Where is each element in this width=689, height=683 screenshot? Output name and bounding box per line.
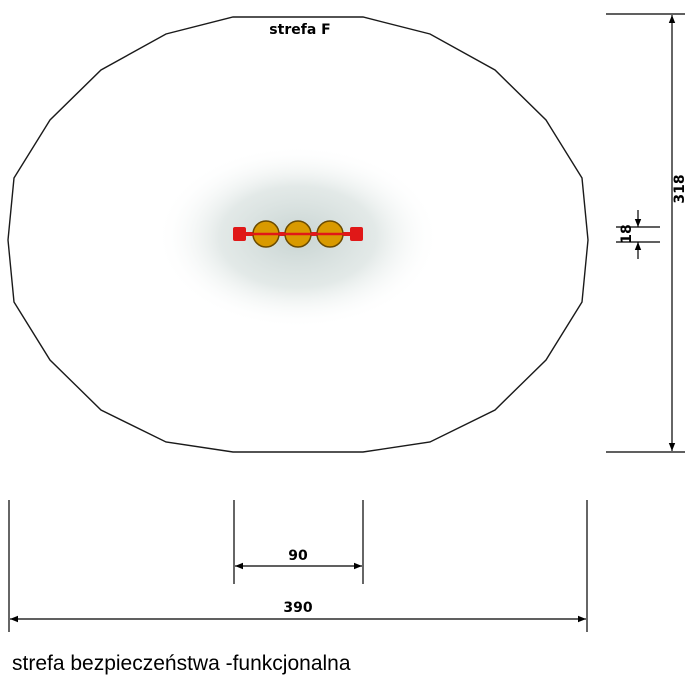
safety-zone-outline [7, 16, 589, 453]
equipment-width-label: 90 [288, 548, 308, 564]
equipment [233, 220, 363, 248]
equipment-height-dimension: 18 [616, 210, 660, 259]
equipment-post-left [233, 227, 246, 241]
diagram-caption: strefa bezpieczeństwa -funkcjonalna [12, 652, 351, 675]
height-dimension: 318 [606, 13, 688, 453]
zone-label: strefa F [269, 22, 330, 38]
equipment-height-label: 18 [619, 224, 635, 243]
height-dimension-label: 318 [672, 174, 688, 203]
equipment-post-right [350, 227, 363, 241]
width-dimension-label: 390 [283, 600, 312, 616]
equipment-width-dimension: 90 [233, 500, 364, 584]
width-dimension: 390 [8, 500, 588, 632]
